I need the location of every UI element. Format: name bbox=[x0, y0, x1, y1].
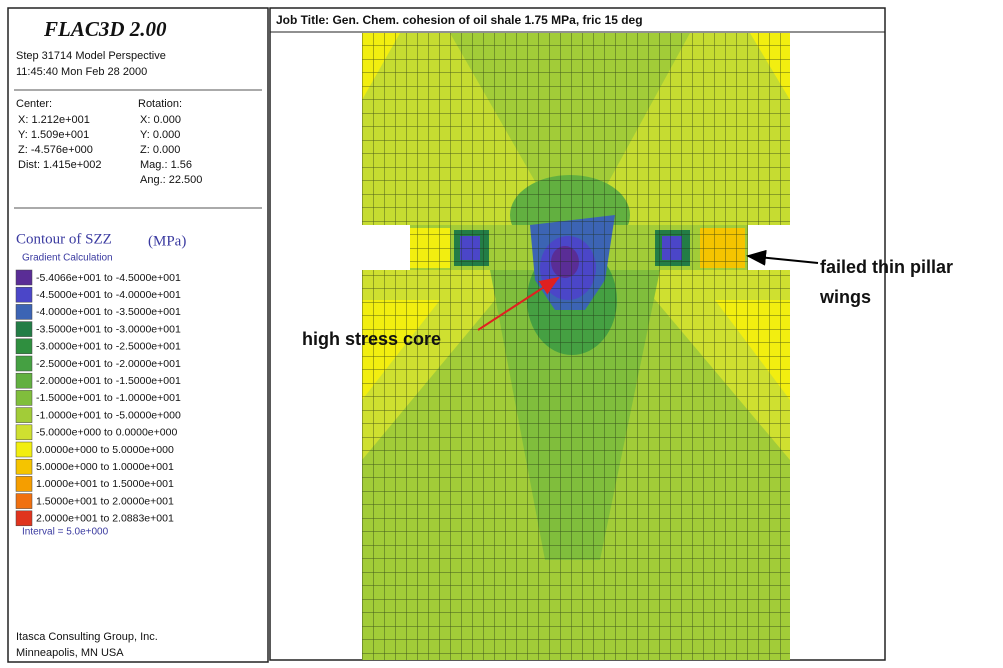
legend-swatch bbox=[16, 511, 32, 526]
mesh bbox=[410, 225, 748, 270]
legend-swatch bbox=[16, 476, 32, 491]
legend-label: -3.0000e+001 to -2.5000e+001 bbox=[36, 341, 181, 353]
legend-swatch bbox=[16, 390, 32, 405]
legend-label: -5.4066e+001 to -4.5000e+001 bbox=[36, 272, 181, 284]
legend-label: 1.0000e+001 to 1.5000e+001 bbox=[36, 478, 174, 490]
legend-label: 1.5000e+001 to 2.0000e+001 bbox=[36, 495, 174, 507]
center-label: Center: bbox=[16, 98, 52, 110]
annotation: high stress core bbox=[302, 329, 441, 349]
legend-swatch bbox=[16, 373, 32, 388]
legend-label: 0.0000e+000 to 5.0000e+000 bbox=[36, 444, 174, 456]
legend-title: Contour of SZZ bbox=[16, 231, 112, 247]
rotation-value: Y: 0.000 bbox=[140, 129, 180, 141]
legend-label: -2.5000e+001 to -2.0000e+001 bbox=[36, 358, 181, 370]
legend-swatch bbox=[16, 304, 32, 319]
legend-swatch bbox=[16, 459, 32, 474]
legend-swatch bbox=[16, 494, 32, 509]
rotation-value: Z: 0.000 bbox=[140, 144, 180, 156]
legend-swatch bbox=[16, 339, 32, 354]
legend-method: Gradient Calculation bbox=[22, 253, 113, 264]
legend-swatch bbox=[16, 322, 32, 337]
legend-label: -4.0000e+001 to -3.5000e+001 bbox=[36, 306, 181, 318]
app-title: FLAC3D 2.00 bbox=[43, 17, 167, 41]
legend-swatch bbox=[16, 270, 32, 285]
center-value: X: 1.212e+001 bbox=[18, 114, 90, 126]
legend-swatch bbox=[16, 287, 32, 302]
annotation: failed thin pillar bbox=[820, 257, 953, 277]
rotation-value: Ang.: 22.500 bbox=[140, 174, 202, 186]
legend-unit: (MPa) bbox=[148, 233, 186, 249]
legend-label: -3.5000e+001 to -3.0000e+001 bbox=[36, 323, 181, 335]
job-title: Job Title: Gen. Chem. cohesion of oil sh… bbox=[276, 13, 643, 27]
legend-label: 5.0000e+000 to 1.0000e+001 bbox=[36, 461, 174, 473]
legend-label: -1.0000e+001 to -5.0000e+000 bbox=[36, 409, 181, 421]
mesh bbox=[362, 33, 790, 225]
legend-swatch bbox=[16, 356, 32, 371]
rotation-value: Mag.: 1.56 bbox=[140, 159, 192, 171]
annotation: wings bbox=[819, 287, 871, 307]
rotation-value: X: 0.000 bbox=[140, 114, 181, 126]
legend-swatch bbox=[16, 408, 32, 423]
time-text: 11:45:40 Mon Feb 28 2000 bbox=[16, 66, 147, 78]
center-value: Y: 1.509e+001 bbox=[18, 129, 89, 141]
legend-label: -2.0000e+001 to -1.5000e+001 bbox=[36, 375, 181, 387]
legend-label: -4.5000e+001 to -4.0000e+001 bbox=[36, 289, 181, 301]
center-value: Z: -4.576e+000 bbox=[18, 144, 93, 156]
legend-label: 2.0000e+001 to 2.0883e+001 bbox=[36, 513, 174, 525]
legend-interval: Interval = 5.0e+000 bbox=[22, 527, 109, 538]
step-text: Step 31714 Model Perspective bbox=[16, 50, 166, 62]
legend-swatch bbox=[16, 442, 32, 457]
footer-line: Minneapolis, MN USA bbox=[16, 647, 124, 659]
rotation-label: Rotation: bbox=[138, 98, 182, 110]
legend-label: -5.0000e+000 to 0.0000e+000 bbox=[36, 427, 177, 439]
figure: FLAC3D 2.00 Step 31714 Model Perspective… bbox=[0, 0, 1003, 663]
center-value: Dist: 1.415e+002 bbox=[18, 159, 101, 171]
legend-swatch bbox=[16, 425, 32, 440]
legend-label: -1.5000e+001 to -1.0000e+001 bbox=[36, 392, 181, 404]
footer-line: Itasca Consulting Group, Inc. bbox=[16, 631, 158, 643]
